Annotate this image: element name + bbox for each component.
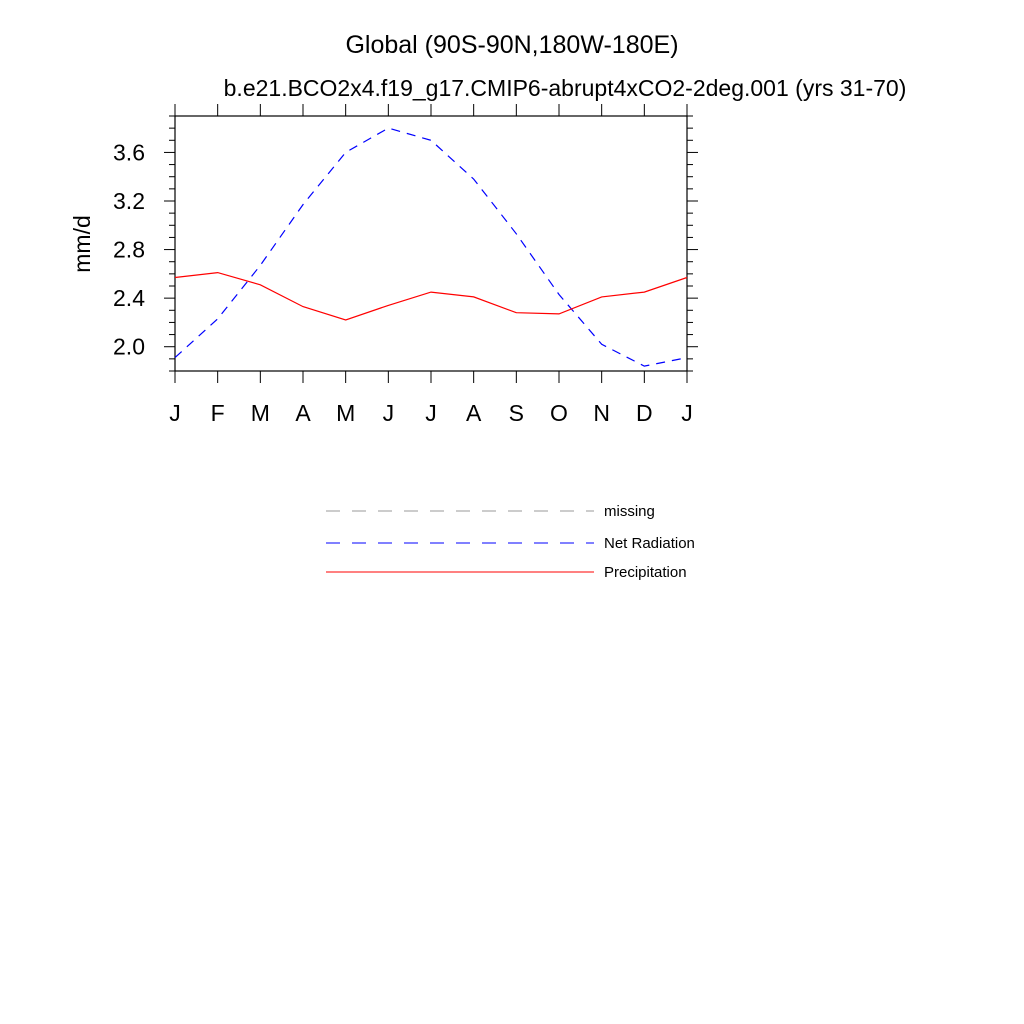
x-tick-label: J <box>169 400 181 426</box>
x-tick-label: J <box>681 400 693 426</box>
y-tick-label: 2.4 <box>113 285 145 311</box>
x-tick-label: D <box>636 400 653 426</box>
x-tick-label: M <box>336 400 355 426</box>
plot-border <box>174 115 688 372</box>
chart-title: Global (90S-90N,180W-180E) <box>345 31 678 59</box>
x-tick-label: M <box>251 400 270 426</box>
y-tick-label: 2.0 <box>113 334 145 360</box>
y-tick-label: 2.8 <box>113 237 145 263</box>
x-tick-label: A <box>466 400 482 426</box>
x-tick-label: S <box>509 400 524 426</box>
legend-label-0: missing <box>604 503 655 520</box>
y-axis-label: mm/d <box>69 215 95 273</box>
legend: missing Net Radiation Precipitation <box>326 503 695 581</box>
legend-label-2: Precipitation <box>604 564 687 581</box>
y-tick-label: 3.2 <box>113 188 145 214</box>
series-line-2 <box>174 271 688 321</box>
x-tick-label: J <box>425 400 437 426</box>
x-tick-label: N <box>593 400 610 426</box>
y-tick-label: 3.6 <box>113 139 145 165</box>
y-axis: 2.0 2.4 2.8 3.2 3.6 <box>113 115 698 372</box>
plot-frame <box>174 115 688 372</box>
chart-subtitle: b.e21.BCO2x4.f19_g17.CMIP6-abrupt4xCO2-2… <box>224 75 907 101</box>
x-tick-label: O <box>550 400 568 426</box>
series-layer <box>174 127 688 367</box>
x-tick-label: J <box>383 400 395 426</box>
x-tick-label: F <box>211 400 225 426</box>
x-tick-label: A <box>295 400 311 426</box>
series-line-1 <box>174 127 688 367</box>
legend-label-1: Net Radiation <box>604 535 695 552</box>
